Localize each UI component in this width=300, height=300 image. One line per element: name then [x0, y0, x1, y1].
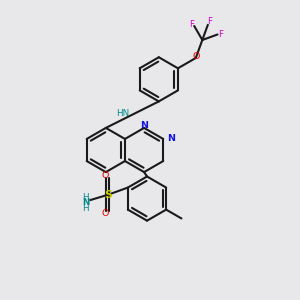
- Text: O: O: [192, 52, 200, 61]
- Text: F: F: [189, 20, 194, 29]
- Text: N: N: [168, 134, 176, 143]
- Text: H: H: [82, 204, 89, 213]
- Text: S: S: [105, 190, 112, 200]
- Text: HN: HN: [116, 109, 130, 118]
- Text: H: H: [82, 193, 89, 202]
- Text: N: N: [82, 198, 89, 207]
- Text: F: F: [218, 30, 223, 39]
- Text: F: F: [207, 17, 212, 26]
- Text: O: O: [101, 171, 109, 180]
- Text: N: N: [140, 121, 148, 130]
- Text: O: O: [101, 209, 109, 218]
